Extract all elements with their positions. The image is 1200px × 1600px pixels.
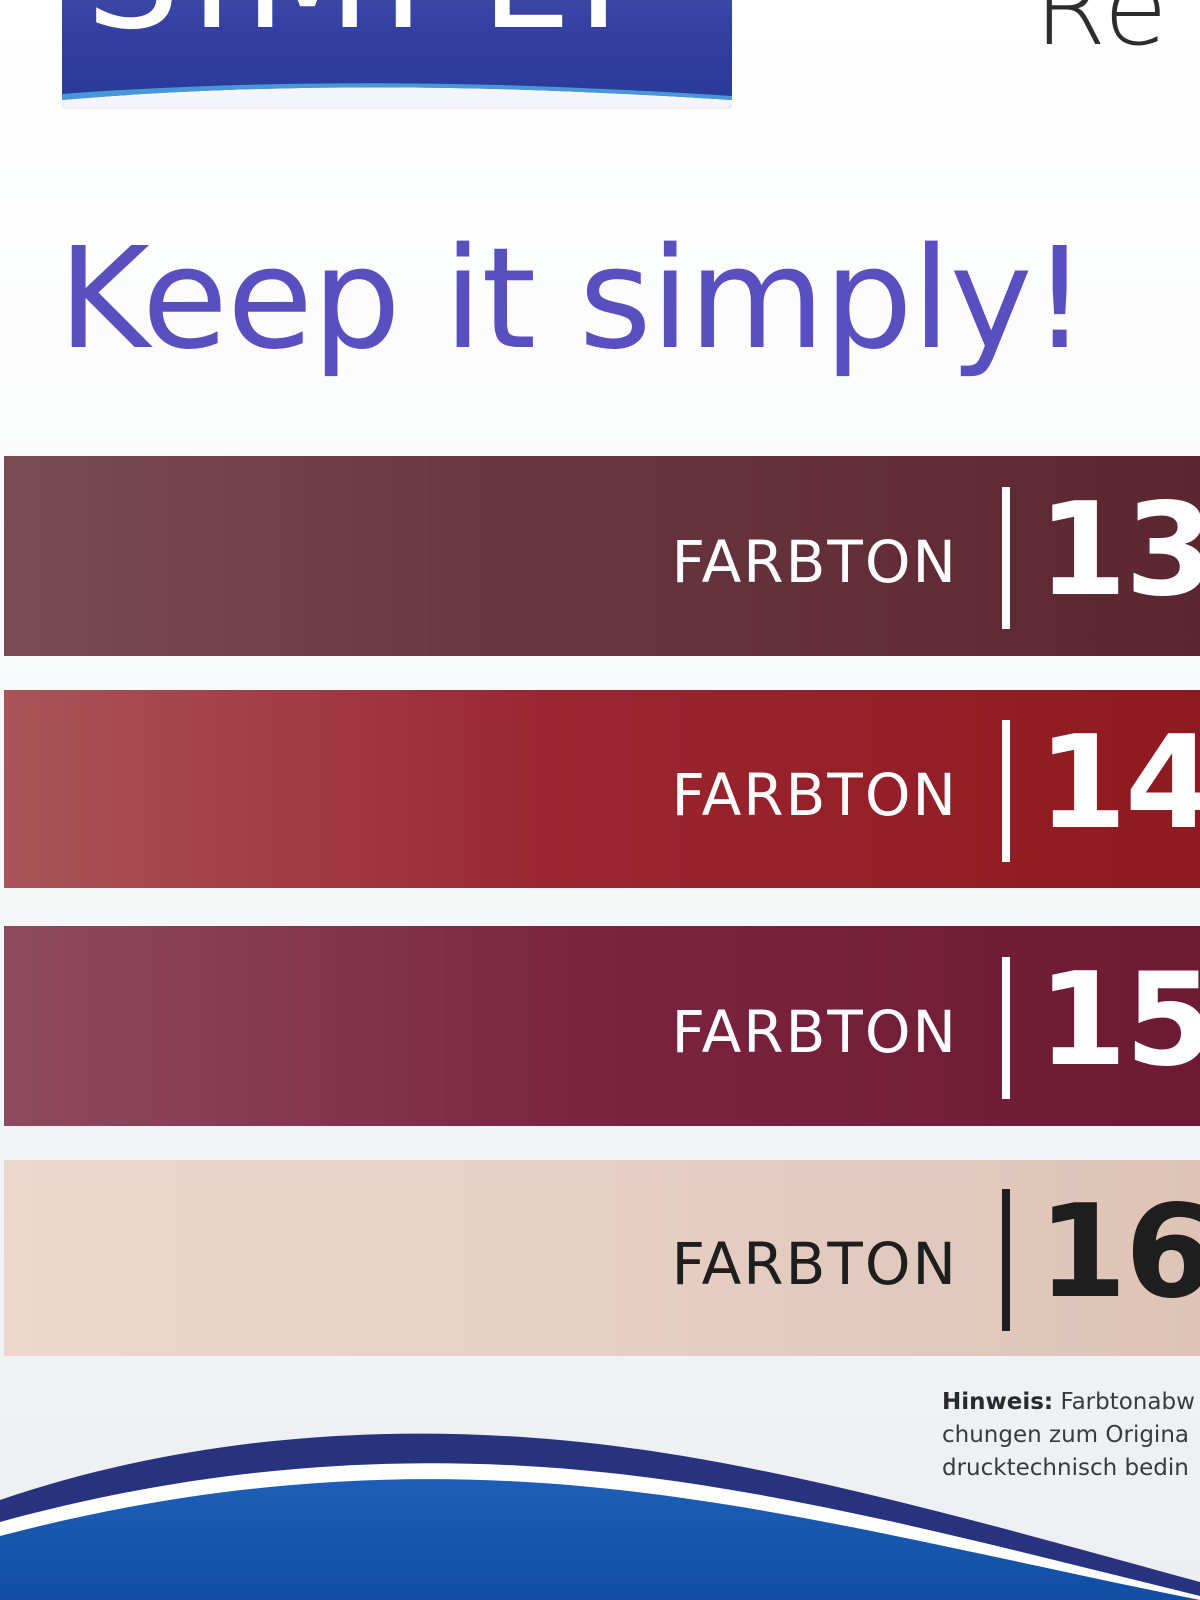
swatch-divider bbox=[1001, 957, 1010, 1099]
swatch-divider bbox=[1001, 1189, 1010, 1331]
color-swatch-16: FARBTON 16 bbox=[4, 1160, 1200, 1356]
swatch-label: FARBTON bbox=[671, 528, 958, 596]
swatch-number: 15 bbox=[1037, 946, 1200, 1095]
swatch-number: 16 bbox=[1037, 1178, 1200, 1327]
color-swatch-13: FARBTON 13 bbox=[4, 456, 1200, 656]
color-swatch-14: FARBTON 14 bbox=[4, 690, 1200, 888]
swatch-number: 13 bbox=[1037, 476, 1200, 625]
slogan: Keep it simply! bbox=[58, 218, 1088, 381]
brand-subtitle: Re bbox=[1034, 0, 1170, 69]
brand-logo-text: SIMPLY bbox=[86, 0, 654, 50]
bottom-wave-decoration bbox=[0, 1433, 1200, 1600]
swatch-label: FARBTON bbox=[671, 761, 958, 829]
swatch-divider bbox=[1001, 487, 1010, 629]
logo-wave-decoration bbox=[62, 83, 732, 108]
swatch-label: FARBTON bbox=[671, 1230, 958, 1298]
swatch-label: FARBTON bbox=[671, 998, 958, 1066]
swatch-divider bbox=[1001, 720, 1010, 862]
color-swatch-15: FARBTON 15 bbox=[4, 926, 1200, 1126]
brand-logo: SIMPLY bbox=[62, 0, 732, 108]
hint-line-3: drucktechnisch bedin bbox=[942, 1455, 1189, 1481]
hint-note: Hinweis: Farbtonabw chungen zum Origina … bbox=[942, 1386, 1200, 1485]
hint-line-2: chungen zum Origina bbox=[942, 1422, 1189, 1448]
hint-label: Hinweis: bbox=[942, 1389, 1054, 1415]
swatch-number: 14 bbox=[1037, 709, 1200, 858]
hint-line-1: Farbtonabw bbox=[1060, 1389, 1195, 1415]
